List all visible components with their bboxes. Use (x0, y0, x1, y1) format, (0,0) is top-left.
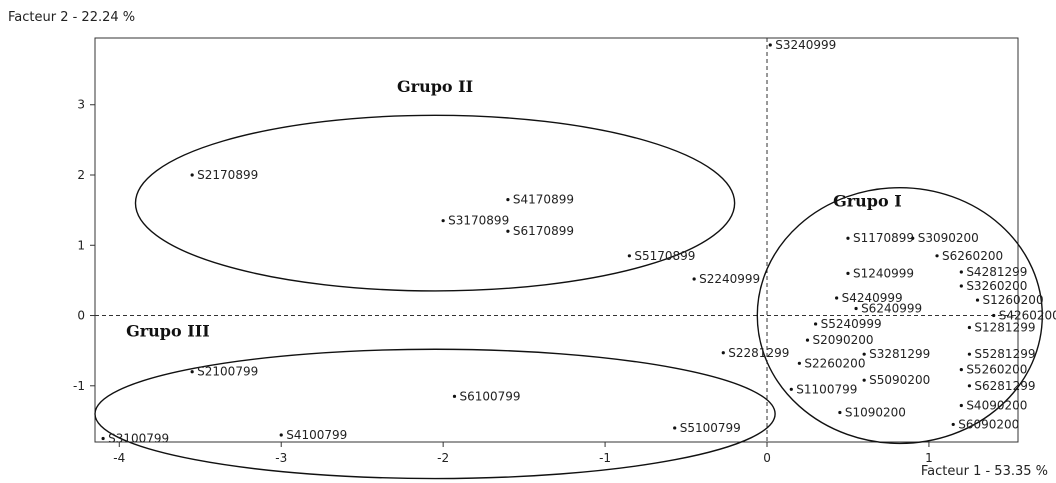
x-tick-label: -4 (113, 451, 125, 465)
data-point (959, 284, 963, 288)
point-label: S3100799 (108, 431, 169, 445)
point-label: S5170899 (634, 249, 695, 263)
x-tick-label: -2 (437, 451, 449, 465)
point-label: S4090200 (966, 398, 1027, 412)
data-point (692, 277, 696, 281)
point-label: S6170899 (513, 224, 574, 238)
point-label: S3170899 (448, 214, 509, 228)
point-label: S1170899 (853, 231, 914, 245)
x-tick-label: -3 (275, 451, 287, 465)
point-label: S5281299 (974, 347, 1035, 361)
point-label: S4170899 (513, 193, 574, 207)
group-label: Grupo III (126, 322, 210, 341)
point-label: S4240999 (842, 291, 903, 305)
data-point (967, 352, 972, 356)
group-ellipse (94, 348, 776, 480)
x-tick-label: 0 (763, 451, 771, 465)
point-label: S6281299 (974, 379, 1035, 393)
point-label: S1260200 (983, 293, 1044, 307)
data-point (911, 236, 915, 240)
y-tick-label: 3 (77, 98, 85, 112)
point-label: S2100799 (197, 365, 258, 379)
data-point (101, 436, 105, 441)
point-label: S4281299 (966, 265, 1027, 279)
data-point (190, 173, 194, 177)
point-label: S1100799 (796, 382, 857, 396)
point-label: S5100799 (680, 421, 741, 435)
data-point (673, 426, 677, 430)
data-point (846, 236, 850, 240)
data-point (951, 422, 955, 427)
point-label: S3281299 (869, 347, 930, 361)
data-point (797, 361, 801, 365)
point-label: S1240999 (853, 266, 914, 280)
x-axis-label: Facteur 1 - 53.35 % (920, 464, 1048, 479)
data-point (846, 271, 850, 275)
data-point (854, 306, 858, 311)
group-ellipse (134, 114, 736, 292)
y-tick-label: 0 (77, 309, 85, 323)
data-point (789, 387, 793, 391)
point-label: S6090200 (958, 417, 1019, 431)
point-label: S5090200 (869, 373, 930, 387)
data-point (835, 296, 839, 300)
data-point (935, 254, 939, 258)
data-point (452, 394, 457, 398)
data-point (441, 219, 445, 223)
data-point (862, 378, 866, 382)
point-label: S2170899 (197, 168, 258, 182)
group-ellipse (756, 186, 1043, 445)
point-label: S4100799 (286, 428, 347, 442)
data-point (506, 198, 510, 202)
data-point (838, 410, 842, 415)
point-label: S2240999 (699, 272, 760, 286)
point-label: S6260200 (942, 249, 1003, 263)
data-point (190, 370, 194, 374)
point-label: S2260200 (804, 356, 865, 370)
data-point (506, 229, 510, 233)
point-label: S5240999 (821, 317, 882, 331)
group-label: Grupo II (397, 77, 473, 96)
point-label: S1281299 (974, 320, 1035, 334)
point-label: S1090200 (845, 405, 906, 419)
x-tick-label: 1 (925, 451, 933, 465)
data-point (967, 384, 972, 388)
point-label: S2281299 (728, 346, 789, 360)
data-point (813, 322, 818, 326)
data-point (959, 403, 963, 408)
data-point (721, 351, 725, 355)
point-label: S6240999 (861, 302, 922, 316)
data-point (862, 352, 866, 356)
group-label: Grupo I (833, 192, 902, 211)
data-point (805, 338, 810, 342)
data-point (279, 433, 283, 437)
y-tick-label: 2 (77, 168, 85, 182)
point-label: S4260200 (999, 309, 1056, 323)
y-tick-label: -1 (73, 379, 85, 393)
point-label: S5260200 (966, 363, 1027, 377)
x-tick-label: -1 (599, 451, 611, 465)
point-label: S6100799 (459, 389, 520, 403)
data-point (627, 254, 631, 258)
y-tick-label: 1 (77, 238, 85, 252)
point-label: S3240999 (775, 38, 836, 52)
data-point (959, 368, 963, 372)
point-label: S3260200 (966, 279, 1027, 293)
data-point (975, 298, 980, 302)
y-axis-label: Facteur 2 - 22.24 % (8, 10, 136, 25)
data-point (992, 313, 996, 318)
point-label: S3090200 (918, 231, 979, 245)
data-point (768, 43, 772, 47)
plot-frame (94, 37, 1019, 443)
data-point (959, 270, 963, 274)
data-point (967, 325, 972, 330)
point-label: S2090200 (812, 333, 873, 347)
